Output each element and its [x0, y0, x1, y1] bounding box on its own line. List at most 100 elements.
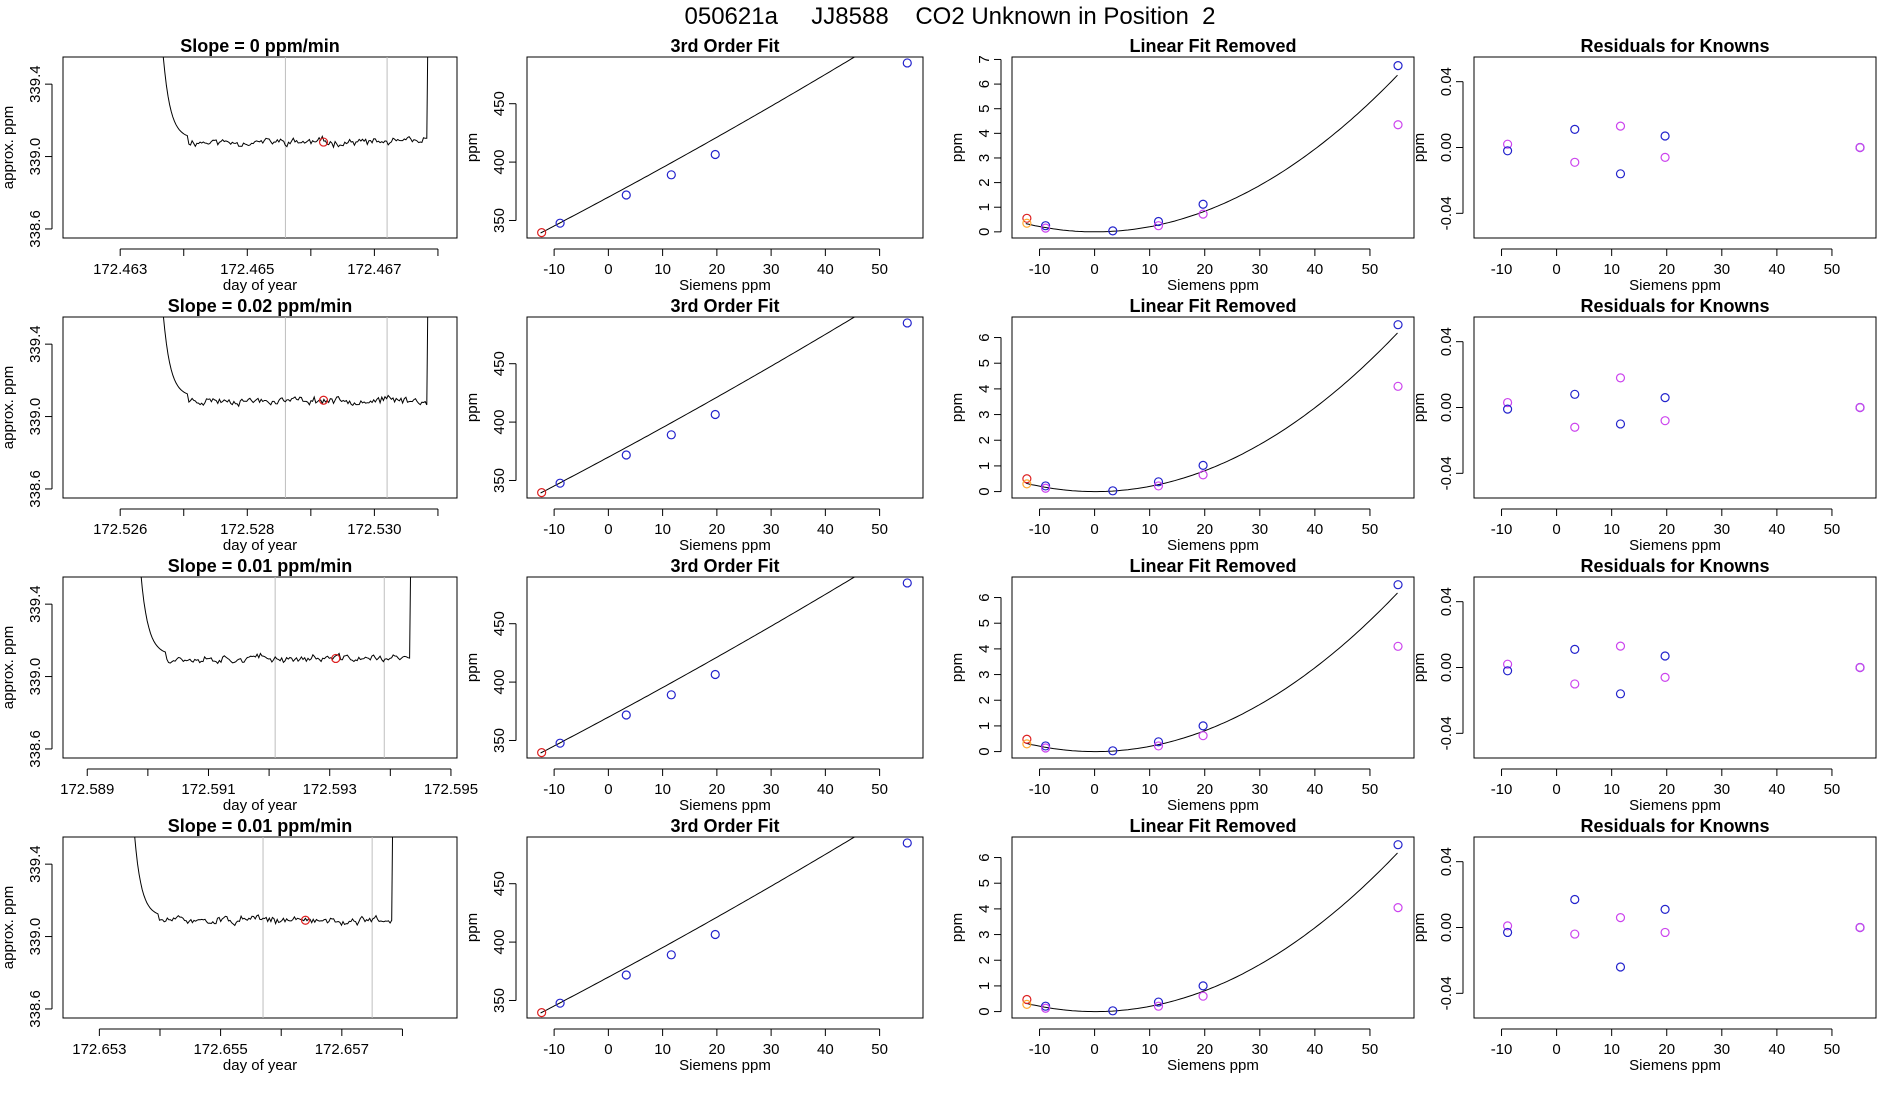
data-point [1198, 199, 1208, 209]
data-point [1615, 641, 1626, 651]
x-tick-label: 10 [1141, 261, 1158, 278]
data-point [1040, 223, 1051, 233]
x-tick-label: 30 [763, 1041, 780, 1058]
data-point [1040, 483, 1051, 493]
data-point [1022, 474, 1032, 484]
x-tick-label: 30 [1251, 1041, 1268, 1058]
y-tick-label: 6 [976, 593, 993, 601]
y-tick-label: 350 [491, 988, 508, 1013]
x-tick-label: 10 [654, 1041, 671, 1058]
y-tick-label: 2 [976, 436, 993, 444]
x-tick-label: 172.528 [220, 521, 274, 538]
plot-frame [526, 576, 924, 759]
x-tick-label: 172.655 [193, 1041, 247, 1058]
plot-frame [62, 316, 458, 499]
x-tick-label: 30 [1251, 261, 1268, 278]
x-tick-label: -10 [1491, 781, 1513, 798]
chart-title: Linear Fit Removed [1129, 816, 1296, 836]
data-point [666, 170, 676, 180]
x-tick-label: 20 [1196, 521, 1213, 538]
data-point [902, 578, 912, 588]
x-tick-label: 50 [1362, 521, 1379, 538]
plot-area [537, 317, 912, 498]
x-tick-label: 10 [1141, 781, 1158, 798]
signal-trace [134, 837, 394, 927]
data-point [1570, 644, 1580, 655]
x-axis-label: Siemens ppm [1629, 537, 1721, 554]
x-axis-label: Siemens ppm [1629, 1057, 1721, 1074]
chart-panel-r1c1: Slope = 0 ppm/min 172.463 172.465 172.467 33… [0, 36, 458, 294]
x-axis-label: Siemens ppm [1167, 797, 1259, 814]
x-tick-label: 10 [1141, 1041, 1158, 1058]
x-tick-label: -10 [1029, 781, 1051, 798]
y-tick-label: 338.6 [27, 990, 44, 1028]
plot-frame [1011, 836, 1415, 1019]
y-axis-label: ppm [1411, 133, 1428, 162]
x-tick-label: 10 [654, 781, 671, 798]
data-point [537, 228, 547, 238]
plot-area [1022, 840, 1403, 1016]
y-tick-label: 0 [976, 487, 993, 495]
plot-area [134, 837, 394, 1018]
data-point [1502, 927, 1513, 938]
data-point [710, 669, 720, 680]
y-tick-label: 6 [976, 333, 993, 341]
x-tick-label: 50 [1824, 521, 1841, 538]
data-point [902, 318, 912, 328]
chart-title: Residuals for Knowns [1580, 36, 1769, 56]
y-tick-label: 0.04 [1438, 327, 1455, 356]
data-point [1660, 651, 1670, 661]
x-tick-label: 50 [1824, 1041, 1841, 1058]
x-tick-label: 20 [1196, 781, 1213, 798]
chart-panel-r1c2: 3rd Order Fit -10 0 10 20 30 40 50 350 400 450 Siem… [464, 36, 924, 294]
data-point [537, 1008, 547, 1018]
y-tick-label: 5 [976, 879, 993, 887]
data-point [1108, 1006, 1118, 1016]
data-point [902, 838, 912, 848]
x-tick-label: 50 [1824, 781, 1841, 798]
x-axis-label: Siemens ppm [679, 1057, 771, 1074]
y-tick-label: 339.4 [27, 325, 44, 363]
chart-title: Residuals for Knowns [1580, 296, 1769, 316]
y-tick-label: 339.0 [27, 138, 44, 176]
data-point [1153, 477, 1164, 487]
y-tick-label: 2 [976, 956, 993, 964]
y-tick-label: 5 [976, 619, 993, 627]
plot-area [537, 837, 912, 1018]
x-tick-label: 172.463 [93, 261, 147, 278]
y-axis-label: approx. ppm [0, 366, 17, 449]
y-tick-label: 339.0 [27, 398, 44, 436]
x-tick-label: 172.591 [181, 781, 235, 798]
data-point [1615, 913, 1626, 923]
data-point [1153, 221, 1164, 231]
data-point [1855, 662, 1865, 673]
chart-title: Linear Fit Removed [1129, 36, 1296, 56]
y-axis-label: ppm [1411, 653, 1428, 682]
data-point [1393, 840, 1403, 850]
data-point [1153, 216, 1164, 227]
x-axis-label: Siemens ppm [1629, 277, 1721, 294]
data-point [1198, 460, 1208, 470]
y-tick-label: 338.6 [27, 210, 44, 248]
y-axis-label: ppm [1411, 913, 1428, 942]
data-point [1153, 1001, 1164, 1011]
plot-frame [1011, 316, 1415, 499]
x-tick-label: 0 [1552, 261, 1560, 278]
x-tick-label: 30 [1713, 521, 1730, 538]
data-point [1615, 121, 1626, 131]
fit-curve [1025, 74, 1398, 233]
x-axis-label: day of year [223, 1057, 297, 1074]
data-point [621, 190, 631, 200]
chart-title: Linear Fit Removed [1129, 296, 1296, 316]
data-point [1040, 481, 1051, 491]
x-tick-label: 50 [1824, 261, 1841, 278]
data-point [1022, 994, 1032, 1005]
chart-title: Residuals for Knowns [1580, 556, 1769, 576]
x-tick-label: -10 [1029, 1041, 1051, 1058]
data-point [666, 690, 676, 700]
y-tick-label: 4 [976, 645, 993, 653]
x-tick-label: 50 [871, 781, 888, 798]
data-point [1855, 922, 1865, 933]
x-tick-label: 40 [1307, 781, 1324, 798]
x-tick-label: 40 [817, 521, 834, 538]
